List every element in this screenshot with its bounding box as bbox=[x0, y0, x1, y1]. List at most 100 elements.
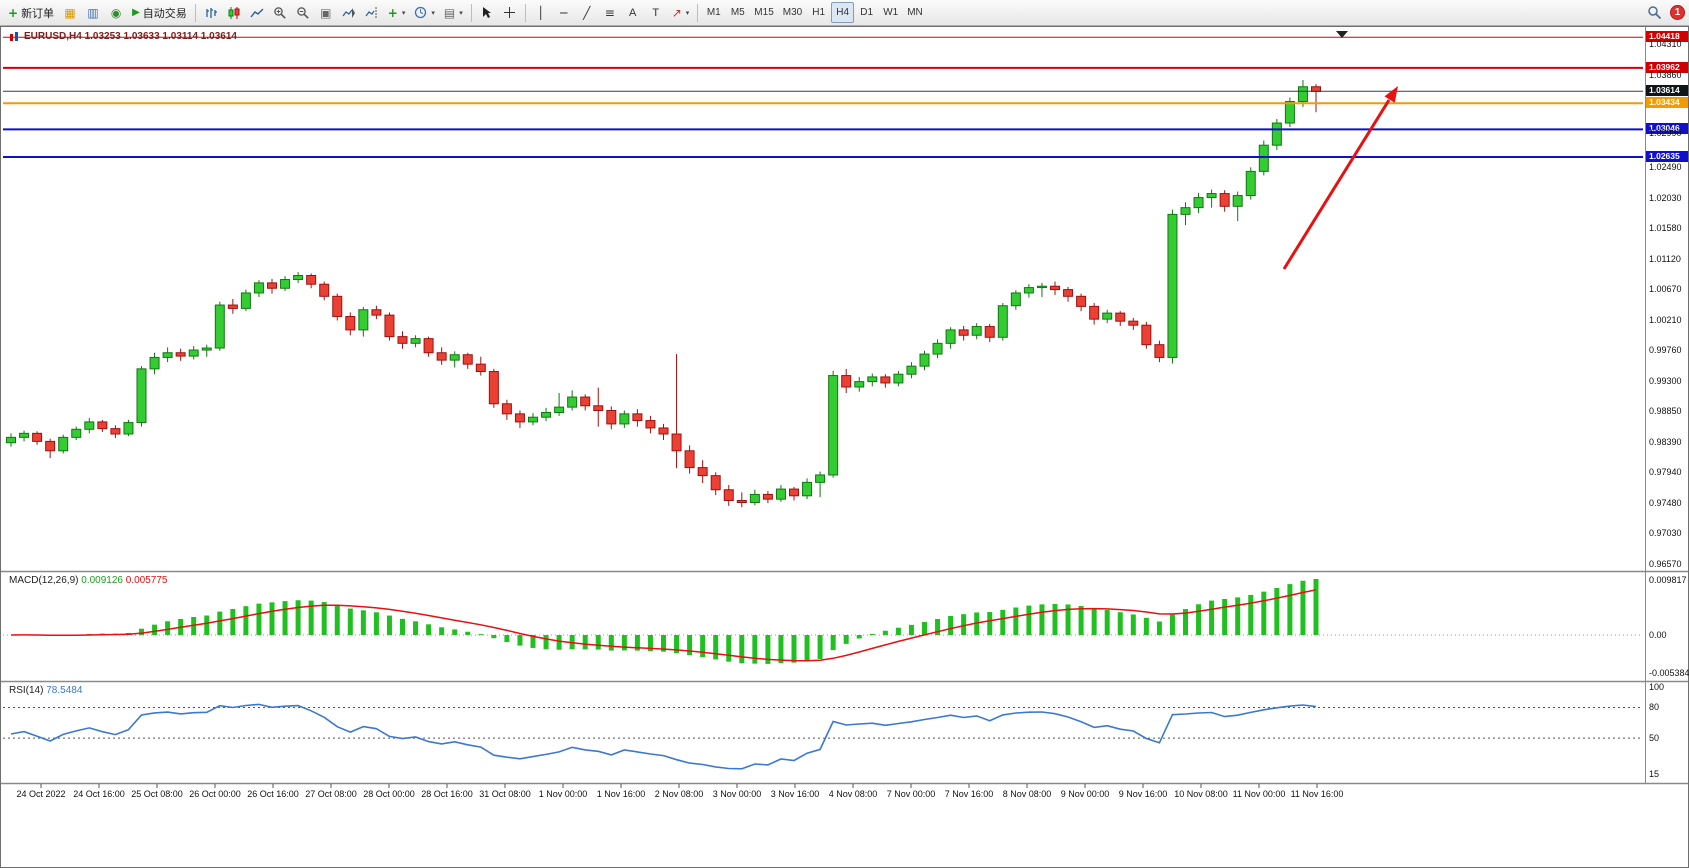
arrows-tool-button[interactable]: ↗ ▾ bbox=[668, 2, 694, 23]
candle-body bbox=[84, 421, 95, 430]
zoom-in-button[interactable] bbox=[269, 2, 291, 23]
candle-body bbox=[1128, 320, 1139, 326]
candle-body bbox=[567, 396, 578, 408]
text-button[interactable]: A bbox=[622, 2, 644, 23]
candle-body bbox=[958, 329, 969, 336]
candle-body bbox=[684, 450, 695, 469]
candle-body bbox=[1050, 285, 1060, 291]
chart-canvas[interactable] bbox=[1, 27, 1688, 867]
line-chart-button[interactable] bbox=[246, 2, 268, 23]
candle-body bbox=[319, 283, 330, 297]
vertical-line-icon: │ bbox=[537, 5, 545, 20]
candle-body bbox=[1245, 170, 1256, 197]
candle-body bbox=[19, 432, 30, 438]
candle-body bbox=[971, 326, 982, 336]
timeframe-m30-button[interactable]: M30 bbox=[779, 2, 806, 23]
zoom-in-icon bbox=[274, 6, 286, 19]
candle-body bbox=[1063, 289, 1074, 297]
candle-body bbox=[267, 282, 277, 289]
auto-scroll-button[interactable] bbox=[338, 2, 360, 23]
timeframe-mn-button[interactable]: MN bbox=[903, 2, 927, 23]
chart-shift-icon bbox=[365, 6, 377, 19]
tile-windows-button[interactable]: ▣ bbox=[315, 2, 337, 23]
timeframe-h1-button[interactable]: H1 bbox=[807, 2, 830, 23]
templates-button[interactable]: ▤ ▾ bbox=[440, 2, 467, 23]
candle-body bbox=[397, 336, 408, 344]
candle-body bbox=[789, 488, 799, 497]
timeframe-m1-button[interactable]: M1 bbox=[702, 2, 725, 23]
templates-dropdown-icon: ▾ bbox=[459, 8, 463, 17]
fibonacci-button[interactable]: ≡ bbox=[599, 2, 621, 23]
trend-arrow-head bbox=[1384, 86, 1398, 103]
candle-body bbox=[736, 499, 747, 504]
candle-body bbox=[1076, 295, 1087, 307]
candle-body bbox=[227, 304, 238, 309]
new-order-icon: + bbox=[8, 5, 19, 20]
charts-window-button[interactable]: ▦ bbox=[59, 2, 81, 23]
indicators-button[interactable]: + ▾ bbox=[384, 2, 410, 23]
candle-body bbox=[710, 475, 721, 491]
trend-arrow[interactable] bbox=[1282, 99, 1391, 270]
candle-body bbox=[1284, 101, 1295, 124]
candle-body bbox=[997, 305, 1008, 338]
text-label-button[interactable]: T bbox=[645, 2, 667, 23]
crosshair-button[interactable] bbox=[499, 2, 521, 23]
search-button[interactable] bbox=[1643, 2, 1666, 23]
timeframe-h4-button[interactable]: H4 bbox=[831, 2, 855, 23]
candle-body bbox=[1141, 324, 1152, 346]
candle-body bbox=[775, 488, 786, 500]
horizontal-line-icon: ─ bbox=[560, 5, 568, 20]
candle-body bbox=[1036, 285, 1047, 289]
refresh-button[interactable]: ◉ bbox=[105, 2, 127, 23]
candle-body bbox=[1258, 144, 1269, 172]
trendline-button[interactable]: ╱ bbox=[576, 2, 598, 23]
candle-body bbox=[410, 338, 421, 344]
candlestick-chart-button[interactable] bbox=[223, 2, 245, 23]
chart-window: EURUSD,H4 1.03253 1.03633 1.03114 1.0361… bbox=[0, 26, 1689, 868]
notification-badge[interactable]: 1 bbox=[1670, 5, 1685, 20]
candle-body bbox=[854, 381, 865, 388]
horizontal-line-button[interactable]: ─ bbox=[553, 2, 575, 23]
toolbar-separator bbox=[697, 3, 699, 22]
new-order-label: 新订单 bbox=[21, 7, 55, 20]
auto-trading-play-icon: ▶ bbox=[132, 6, 140, 18]
timeframe-w1-button[interactable]: W1 bbox=[879, 2, 902, 23]
tile-windows-icon: ▣ bbox=[320, 5, 332, 20]
indicators-dropdown-icon: ▾ bbox=[401, 8, 406, 17]
text-label-icon: T bbox=[652, 6, 660, 19]
candle-body bbox=[541, 412, 552, 418]
templates-icon: ▤ bbox=[443, 5, 456, 20]
candle-body bbox=[371, 309, 382, 316]
crosshair-icon bbox=[504, 7, 516, 18]
candle-body bbox=[749, 493, 760, 504]
candle-body bbox=[97, 421, 108, 430]
new-order-button[interactable]: + 新订单 bbox=[4, 2, 58, 23]
candle-body bbox=[802, 481, 813, 497]
candle-body bbox=[867, 376, 878, 383]
chart-shift-button[interactable] bbox=[361, 2, 383, 23]
candle-body bbox=[462, 354, 473, 365]
candle-body bbox=[110, 428, 121, 435]
timeframe-d1-button[interactable]: D1 bbox=[855, 2, 878, 23]
timeframe-m5-button[interactable]: M5 bbox=[726, 2, 749, 23]
timeframe-m15-button[interactable]: M15 bbox=[750, 2, 777, 23]
auto-trading-button[interactable]: ▶ 自动交易 bbox=[128, 2, 191, 23]
zoom-out-button[interactable] bbox=[292, 2, 314, 23]
chart-shift-marker[interactable] bbox=[1336, 31, 1348, 38]
candle-body bbox=[554, 406, 565, 414]
candle-body bbox=[528, 416, 538, 423]
periods-button[interactable]: ▾ bbox=[410, 2, 439, 23]
candle-body bbox=[1023, 287, 1034, 294]
bar-chart-button[interactable] bbox=[200, 2, 222, 23]
vertical-line-button[interactable]: │ bbox=[530, 2, 552, 23]
candle-body bbox=[475, 363, 486, 373]
candle-body bbox=[384, 314, 395, 338]
toolbar-separator bbox=[524, 3, 526, 22]
candle-body bbox=[332, 295, 343, 317]
candle-body bbox=[828, 375, 839, 476]
profiles-button[interactable]: ▥ bbox=[82, 2, 104, 23]
cursor-button[interactable] bbox=[476, 2, 498, 23]
candle-body bbox=[658, 427, 669, 435]
candle-body bbox=[841, 375, 852, 388]
candle-body bbox=[645, 420, 656, 429]
